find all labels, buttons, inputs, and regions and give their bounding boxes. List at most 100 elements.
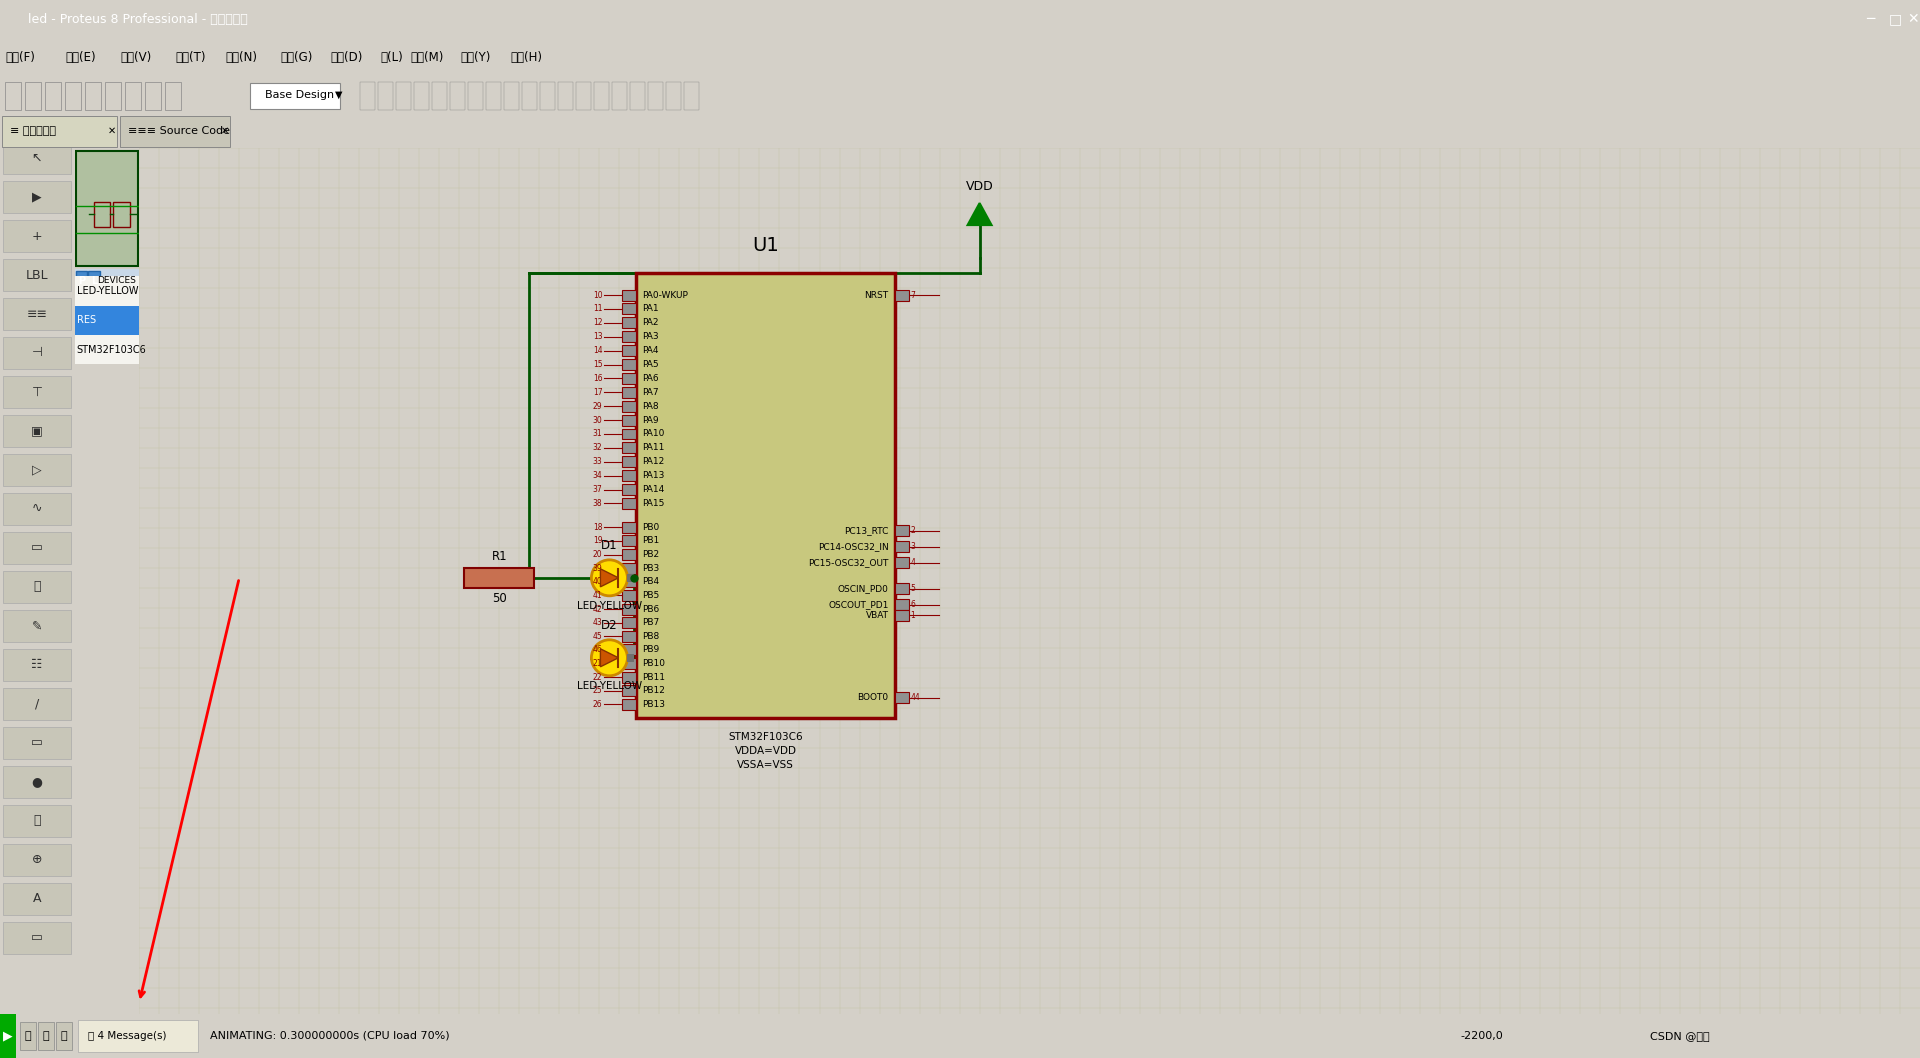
Bar — [0, 1014, 15, 1058]
Text: ▷: ▷ — [33, 463, 42, 476]
Text: 31: 31 — [593, 430, 603, 438]
Bar — [628, 573, 634, 582]
Bar — [4, 415, 71, 446]
Bar — [622, 604, 636, 615]
Bar — [432, 83, 447, 110]
Text: ▭: ▭ — [31, 542, 42, 554]
Bar — [630, 83, 645, 110]
Bar — [165, 83, 180, 110]
Text: ↖: ↖ — [33, 151, 42, 165]
Text: 38: 38 — [593, 499, 603, 508]
Polygon shape — [968, 203, 991, 225]
Bar — [622, 290, 636, 300]
Bar — [4, 220, 71, 252]
Text: PB3: PB3 — [643, 564, 660, 572]
Text: ⊤: ⊤ — [31, 385, 42, 399]
Text: □: □ — [1889, 12, 1901, 26]
Text: 33: 33 — [593, 457, 603, 467]
Text: PA15: PA15 — [643, 499, 664, 508]
Bar — [895, 558, 908, 568]
Bar — [119, 116, 230, 147]
Text: LED-YELLOW: LED-YELLOW — [576, 680, 641, 691]
Bar — [250, 84, 340, 109]
Text: 46: 46 — [593, 645, 603, 655]
Bar — [361, 83, 374, 110]
Text: 编辑(E): 编辑(E) — [65, 51, 96, 63]
Text: PC14-OSC32_IN: PC14-OSC32_IN — [818, 543, 889, 551]
Circle shape — [591, 640, 628, 676]
Bar — [622, 359, 636, 370]
Text: PB10: PB10 — [643, 659, 666, 668]
Bar — [895, 542, 908, 552]
Bar — [622, 485, 636, 495]
Bar — [75, 269, 140, 293]
Text: ∿: ∿ — [33, 503, 42, 515]
Text: 7: 7 — [910, 291, 916, 299]
Text: /: / — [35, 697, 38, 710]
Text: PA10: PA10 — [643, 430, 664, 438]
Text: 视图(V): 视图(V) — [119, 51, 152, 63]
Circle shape — [591, 560, 628, 596]
Text: 4: 4 — [910, 559, 916, 567]
Text: 18: 18 — [593, 523, 603, 532]
Bar — [622, 331, 636, 342]
Text: 50: 50 — [492, 591, 507, 605]
Bar — [396, 83, 411, 110]
Text: ANIMATING: 0.300000000s (CPU load 70%): ANIMATING: 0.300000000s (CPU load 70%) — [209, 1030, 449, 1041]
Text: ⌒: ⌒ — [33, 815, 40, 827]
Text: 图表(G): 图表(G) — [280, 51, 313, 63]
Bar — [895, 583, 908, 595]
Text: led - Proteus 8 Professional - 原理图绘制: led - Proteus 8 Professional - 原理图绘制 — [29, 13, 248, 25]
Text: LED-YELLOW: LED-YELLOW — [576, 601, 641, 610]
Bar — [415, 83, 428, 110]
Bar — [622, 549, 636, 560]
Text: PB5: PB5 — [643, 591, 660, 600]
Text: ⏭: ⏭ — [61, 1030, 67, 1041]
Text: -2200,0: -2200,0 — [1459, 1030, 1503, 1041]
Text: PA11: PA11 — [643, 443, 664, 453]
Text: 21: 21 — [593, 659, 603, 668]
Text: 文件(F): 文件(F) — [6, 51, 35, 63]
Text: 工具(T): 工具(T) — [175, 51, 205, 63]
Text: VDD: VDD — [966, 180, 993, 194]
Text: U1: U1 — [753, 236, 780, 255]
Bar — [4, 688, 71, 719]
Text: 1: 1 — [910, 610, 916, 620]
Text: 模板(M): 模板(M) — [411, 51, 444, 63]
Bar — [895, 610, 908, 621]
Text: OSCOUT_PD1: OSCOUT_PD1 — [828, 601, 889, 609]
Bar — [622, 345, 636, 357]
Text: 20: 20 — [593, 550, 603, 559]
Bar — [75, 306, 140, 335]
Text: BOOT0: BOOT0 — [858, 693, 889, 703]
Bar — [75, 271, 86, 291]
Bar — [4, 766, 71, 798]
Text: RES: RES — [77, 315, 96, 325]
Text: PA5: PA5 — [643, 360, 659, 369]
Text: PB9: PB9 — [643, 645, 660, 655]
Text: ─: ─ — [1866, 12, 1874, 26]
Bar — [622, 699, 636, 710]
Bar — [4, 338, 71, 369]
Text: PB0: PB0 — [643, 523, 660, 532]
Text: Base Design: Base Design — [265, 90, 334, 101]
Text: 41: 41 — [593, 591, 603, 600]
Text: 30: 30 — [593, 416, 603, 424]
Text: ✎: ✎ — [33, 619, 42, 633]
Bar — [19, 1022, 36, 1050]
Bar — [622, 563, 636, 573]
Bar — [113, 202, 129, 226]
Text: D1: D1 — [601, 539, 618, 552]
Polygon shape — [601, 649, 618, 667]
Text: 22: 22 — [593, 673, 603, 681]
Text: PA6: PA6 — [643, 373, 659, 383]
Text: 42: 42 — [593, 604, 603, 614]
Bar — [4, 259, 71, 291]
Bar — [4, 922, 71, 953]
Bar — [895, 600, 908, 610]
Bar — [622, 672, 636, 682]
Text: PA2: PA2 — [643, 318, 659, 327]
Text: ✕: ✕ — [108, 126, 115, 136]
Bar — [622, 415, 636, 425]
Bar — [622, 631, 636, 642]
